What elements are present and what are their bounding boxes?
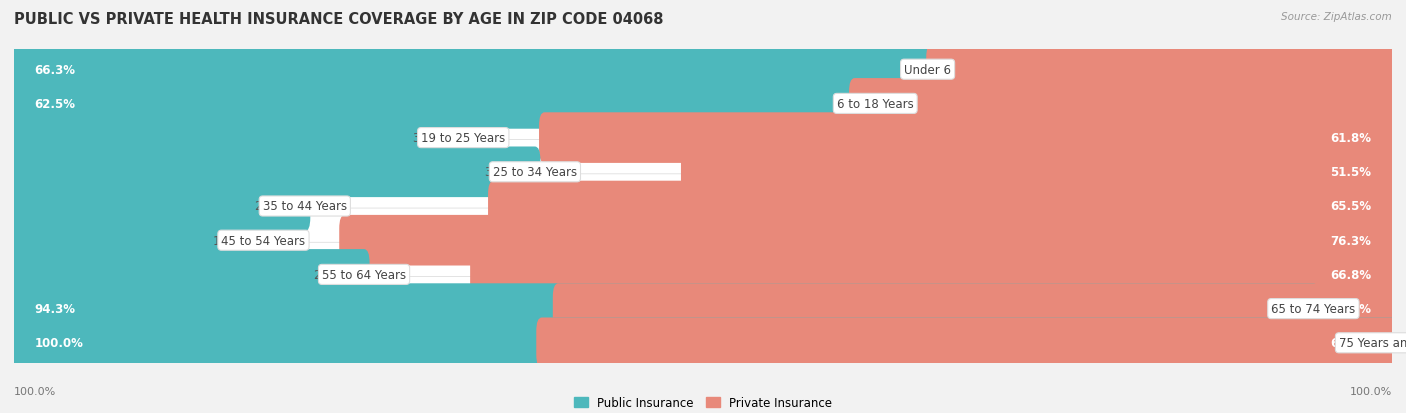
FancyBboxPatch shape [11,38,1395,102]
Text: 6 to 18 Years: 6 to 18 Years [837,97,914,111]
FancyBboxPatch shape [553,284,1398,334]
Legend: Public Insurance, Private Insurance: Public Insurance, Private Insurance [569,392,837,413]
Text: 55 to 64 Years: 55 to 64 Years [322,268,406,281]
Text: 35 to 44 Years: 35 to 44 Years [263,200,347,213]
FancyBboxPatch shape [488,181,1398,232]
Text: 32.6%: 32.6% [412,132,450,145]
Text: 65 to 74 Years: 65 to 74 Years [1271,302,1355,316]
Text: 25.4%: 25.4% [314,268,350,281]
Text: 18.1%: 18.1% [212,234,250,247]
Text: 60.8%: 60.8% [1330,302,1371,316]
Text: 62.5%: 62.5% [35,97,76,111]
Text: 51.5%: 51.5% [1330,166,1371,179]
FancyBboxPatch shape [11,106,1395,170]
FancyBboxPatch shape [13,249,370,300]
Text: 65.5%: 65.5% [1330,200,1371,213]
FancyBboxPatch shape [13,318,1398,368]
Text: 76.3%: 76.3% [1330,234,1371,247]
FancyBboxPatch shape [11,140,1395,204]
Text: 45 to 54 Years: 45 to 54 Years [221,234,305,247]
FancyBboxPatch shape [11,311,1395,375]
FancyBboxPatch shape [339,215,1398,266]
FancyBboxPatch shape [11,277,1395,341]
Text: 100.0%: 100.0% [35,337,83,349]
FancyBboxPatch shape [13,79,880,129]
Text: 94.3%: 94.3% [35,302,76,316]
FancyBboxPatch shape [11,174,1395,239]
Text: 100.0%: 100.0% [1350,387,1392,396]
FancyBboxPatch shape [11,209,1395,273]
Text: 21.1%: 21.1% [253,200,291,213]
FancyBboxPatch shape [13,113,468,164]
Text: 62.0%: 62.0% [1330,337,1371,349]
FancyBboxPatch shape [470,249,1398,300]
FancyBboxPatch shape [11,243,1395,307]
Text: 66.3%: 66.3% [35,64,76,76]
FancyBboxPatch shape [681,147,1398,198]
FancyBboxPatch shape [13,45,934,95]
FancyBboxPatch shape [536,318,1398,368]
Text: 37.8%: 37.8% [484,166,522,179]
FancyBboxPatch shape [13,181,311,232]
FancyBboxPatch shape [538,113,1398,164]
Text: 66.8%: 66.8% [1330,268,1371,281]
FancyBboxPatch shape [927,45,1398,95]
Text: 75 Years and over: 75 Years and over [1339,337,1406,349]
FancyBboxPatch shape [13,147,540,198]
FancyBboxPatch shape [13,284,1319,334]
Text: 100.0%: 100.0% [14,387,56,396]
FancyBboxPatch shape [13,215,269,266]
Text: PUBLIC VS PRIVATE HEALTH INSURANCE COVERAGE BY AGE IN ZIP CODE 04068: PUBLIC VS PRIVATE HEALTH INSURANCE COVER… [14,12,664,27]
FancyBboxPatch shape [849,79,1398,129]
Text: Under 6: Under 6 [904,64,950,76]
Text: 19 to 25 Years: 19 to 25 Years [422,132,505,145]
FancyBboxPatch shape [11,72,1395,136]
Text: 61.8%: 61.8% [1330,132,1371,145]
Text: Source: ZipAtlas.com: Source: ZipAtlas.com [1281,12,1392,22]
Text: 25 to 34 Years: 25 to 34 Years [494,166,576,179]
